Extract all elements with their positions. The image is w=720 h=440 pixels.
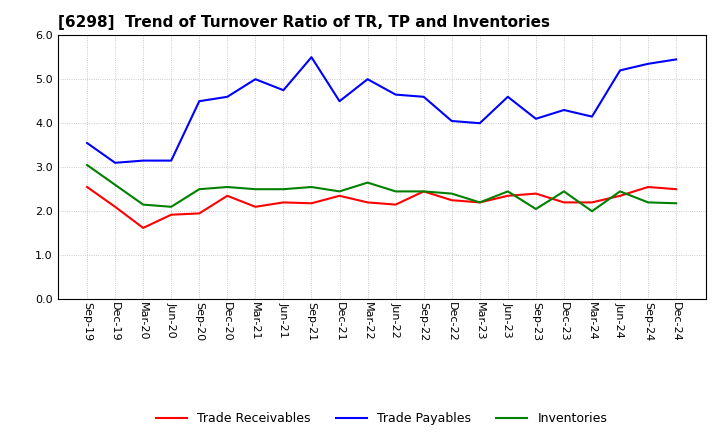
Inventories: [447, 191, 456, 196]
Trade Receivables: [336, 193, 344, 198]
Inventories: [364, 180, 372, 185]
Trade Payables: [616, 68, 624, 73]
Trade Receivables: [531, 191, 540, 196]
Line: Trade Payables: Trade Payables: [87, 57, 676, 163]
Trade Receivables: [223, 193, 232, 198]
Inventories: [475, 200, 484, 205]
Inventories: [251, 187, 260, 192]
Inventories: [503, 189, 512, 194]
Trade Payables: [391, 92, 400, 97]
Trade Receivables: [391, 202, 400, 207]
Trade Payables: [139, 158, 148, 163]
Inventories: [391, 189, 400, 194]
Inventories: [83, 162, 91, 168]
Trade Receivables: [83, 184, 91, 190]
Trade Receivables: [672, 187, 680, 192]
Inventories: [616, 189, 624, 194]
Trade Receivables: [167, 212, 176, 217]
Trade Payables: [364, 77, 372, 82]
Inventories: [559, 189, 568, 194]
Trade Payables: [588, 114, 596, 119]
Trade Payables: [336, 99, 344, 104]
Trade Payables: [195, 99, 204, 104]
Trade Payables: [644, 61, 652, 66]
Trade Receivables: [644, 184, 652, 190]
Inventories: [336, 189, 344, 194]
Trade Receivables: [279, 200, 288, 205]
Inventories: [588, 209, 596, 214]
Trade Payables: [419, 94, 428, 99]
Inventories: [307, 184, 316, 190]
Trade Payables: [447, 118, 456, 124]
Trade Receivables: [195, 211, 204, 216]
Inventories: [644, 200, 652, 205]
Text: [6298]  Trend of Turnover Ratio of TR, TP and Inventories: [6298] Trend of Turnover Ratio of TR, TP…: [58, 15, 549, 30]
Trade Payables: [223, 94, 232, 99]
Inventories: [139, 202, 148, 207]
Trade Receivables: [616, 193, 624, 198]
Inventories: [419, 189, 428, 194]
Trade Receivables: [419, 189, 428, 194]
Trade Payables: [251, 77, 260, 82]
Trade Payables: [559, 107, 568, 113]
Inventories: [195, 187, 204, 192]
Inventories: [167, 204, 176, 209]
Trade Payables: [503, 94, 512, 99]
Trade Receivables: [559, 200, 568, 205]
Inventories: [223, 184, 232, 190]
Trade Payables: [83, 140, 91, 146]
Inventories: [672, 201, 680, 206]
Trade Payables: [167, 158, 176, 163]
Trade Receivables: [588, 200, 596, 205]
Trade Receivables: [475, 200, 484, 205]
Trade Payables: [111, 160, 120, 165]
Line: Trade Receivables: Trade Receivables: [87, 187, 676, 228]
Trade Receivables: [447, 198, 456, 203]
Trade Payables: [475, 121, 484, 126]
Trade Receivables: [503, 193, 512, 198]
Trade Receivables: [139, 225, 148, 231]
Trade Payables: [279, 88, 288, 93]
Trade Payables: [672, 57, 680, 62]
Legend: Trade Receivables, Trade Payables, Inventories: Trade Receivables, Trade Payables, Inven…: [151, 407, 612, 430]
Trade Payables: [531, 116, 540, 121]
Trade Receivables: [364, 200, 372, 205]
Inventories: [111, 182, 120, 187]
Trade Receivables: [307, 201, 316, 206]
Trade Receivables: [251, 204, 260, 209]
Line: Inventories: Inventories: [87, 165, 676, 211]
Trade Receivables: [111, 204, 120, 209]
Inventories: [279, 187, 288, 192]
Trade Payables: [307, 55, 316, 60]
Inventories: [531, 206, 540, 212]
